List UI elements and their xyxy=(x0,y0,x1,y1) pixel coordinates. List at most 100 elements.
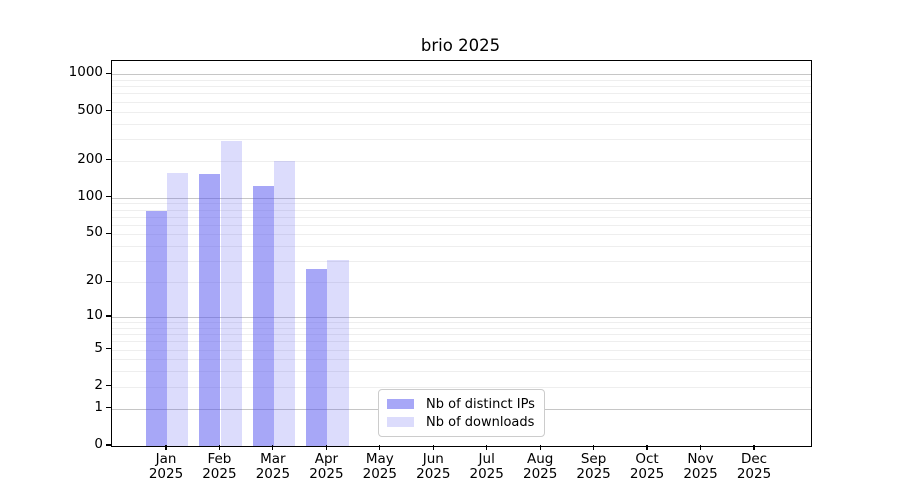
x-tick-label-may: May 2025 xyxy=(345,452,415,482)
y-tick-mark xyxy=(106,232,111,234)
bar-jan-distinct-ips xyxy=(145,210,167,446)
y-tick-mark xyxy=(106,348,111,350)
y-tick-mark xyxy=(106,109,111,112)
minor-gridline xyxy=(112,93,811,95)
month-label: May xyxy=(365,451,394,467)
bar-apr-downloads xyxy=(327,259,349,446)
y-tick-mark xyxy=(106,315,111,317)
y-tick-mark xyxy=(106,407,111,409)
x-tick-label-jan: Jan 2025 xyxy=(131,452,201,482)
year-label: 2025 xyxy=(576,466,611,482)
month-label: Mar xyxy=(260,451,286,467)
legend-item-downloads: Nb of downloads xyxy=(387,415,535,430)
x-tick-mark xyxy=(218,445,220,450)
x-tick-label-nov: Nov 2025 xyxy=(666,452,736,482)
y-tick-label: 20 xyxy=(85,272,103,289)
y-tick-label: 100 xyxy=(77,187,103,204)
month-label: Aug xyxy=(527,451,554,467)
year-label: 2025 xyxy=(255,466,291,482)
y-tick-label: 0 xyxy=(94,435,103,452)
minor-gridline xyxy=(112,123,811,125)
year-label: 2025 xyxy=(362,466,397,482)
year-label: 2025 xyxy=(683,466,718,482)
y-tick-label: 50 xyxy=(85,224,103,241)
y-tick-label: 500 xyxy=(77,101,103,118)
major-gridline xyxy=(112,317,811,318)
x-tick-label-sep: Sep 2025 xyxy=(559,452,629,482)
year-label: 2025 xyxy=(736,466,772,482)
x-tick-mark xyxy=(379,445,381,450)
year-label: 2025 xyxy=(523,466,558,482)
x-tick-mark xyxy=(325,445,327,450)
x-tick-label-oct: Oct 2025 xyxy=(612,452,682,482)
x-tick-label-feb: Feb 2025 xyxy=(184,452,254,482)
minor-gridline xyxy=(112,386,811,388)
minor-gridline xyxy=(112,160,811,162)
bar-mar-downloads xyxy=(273,160,296,446)
month-label: Sep xyxy=(580,451,607,467)
month-label: Jun xyxy=(422,451,444,467)
y-tick-label: 1000 xyxy=(68,64,103,81)
legend-swatch-downloads xyxy=(387,417,414,427)
major-gridline xyxy=(112,197,811,199)
y-tick-label: 2 xyxy=(94,376,103,393)
legend-item-distinct-ips: Nb of distinct IPs xyxy=(387,397,535,412)
minor-gridline xyxy=(112,216,811,218)
minor-gridline xyxy=(112,138,811,140)
x-tick-mark xyxy=(272,445,274,450)
y-tick-label: 200 xyxy=(77,150,103,167)
month-label: Oct xyxy=(635,451,659,467)
month-label: Apr xyxy=(314,451,339,467)
x-tick-label-dec: Dec 2025 xyxy=(719,452,789,482)
x-tick-label-mar: Mar 2025 xyxy=(238,452,308,482)
legend-label-distinct-ips: Nb of distinct IPs xyxy=(426,396,535,412)
x-tick-mark xyxy=(753,445,755,450)
month-label: Dec xyxy=(740,451,768,467)
bar-feb-downloads xyxy=(220,140,242,446)
y-tick-label: 10 xyxy=(85,306,103,323)
minor-gridline xyxy=(112,282,811,284)
bar-feb-distinct-ips xyxy=(199,174,221,446)
minor-gridline xyxy=(112,234,811,236)
minor-gridline xyxy=(112,322,811,324)
minor-gridline xyxy=(112,371,811,373)
bar-apr-distinct-ips xyxy=(306,268,328,446)
x-tick-mark xyxy=(646,445,648,450)
minor-gridline xyxy=(112,359,811,361)
major-gridline xyxy=(112,74,811,76)
minor-gridline xyxy=(112,79,811,81)
year-label: 2025 xyxy=(629,466,665,482)
x-tick-mark xyxy=(699,445,702,450)
y-tick-mark xyxy=(106,159,111,161)
minor-gridline xyxy=(112,341,811,343)
year-label: 2025 xyxy=(148,466,184,482)
y-tick-mark xyxy=(106,72,111,74)
x-tick-mark xyxy=(486,445,488,450)
minor-gridline xyxy=(112,209,811,211)
y-tick-mark xyxy=(106,444,111,446)
minor-gridline xyxy=(112,334,811,336)
legend-swatch-distinct-ips xyxy=(387,399,414,409)
month-label: Feb xyxy=(207,451,232,467)
y-tick-mark xyxy=(106,385,111,387)
y-tick-label: 5 xyxy=(94,339,103,356)
x-tick-mark xyxy=(539,445,541,450)
legend: Nb of distinct IPs Nb of downloads xyxy=(378,389,545,437)
minor-gridline xyxy=(112,349,811,351)
x-tick-mark xyxy=(593,445,595,450)
minor-gridline xyxy=(112,101,811,103)
y-tick-label: 1 xyxy=(94,398,103,415)
bar-jan-downloads xyxy=(167,172,189,446)
minor-gridline xyxy=(112,111,811,113)
x-tick-mark xyxy=(165,445,167,450)
minor-gridline xyxy=(112,224,811,226)
x-tick-label-jul: Jul 2025 xyxy=(452,452,522,482)
y-tick-mark xyxy=(106,280,111,282)
minor-gridline xyxy=(112,86,811,88)
chart-title: brio 2025 xyxy=(420,36,501,55)
y-tick-mark xyxy=(106,196,111,198)
month-label: Jul xyxy=(478,451,495,467)
minor-gridline xyxy=(112,327,811,329)
minor-gridline xyxy=(112,246,811,248)
